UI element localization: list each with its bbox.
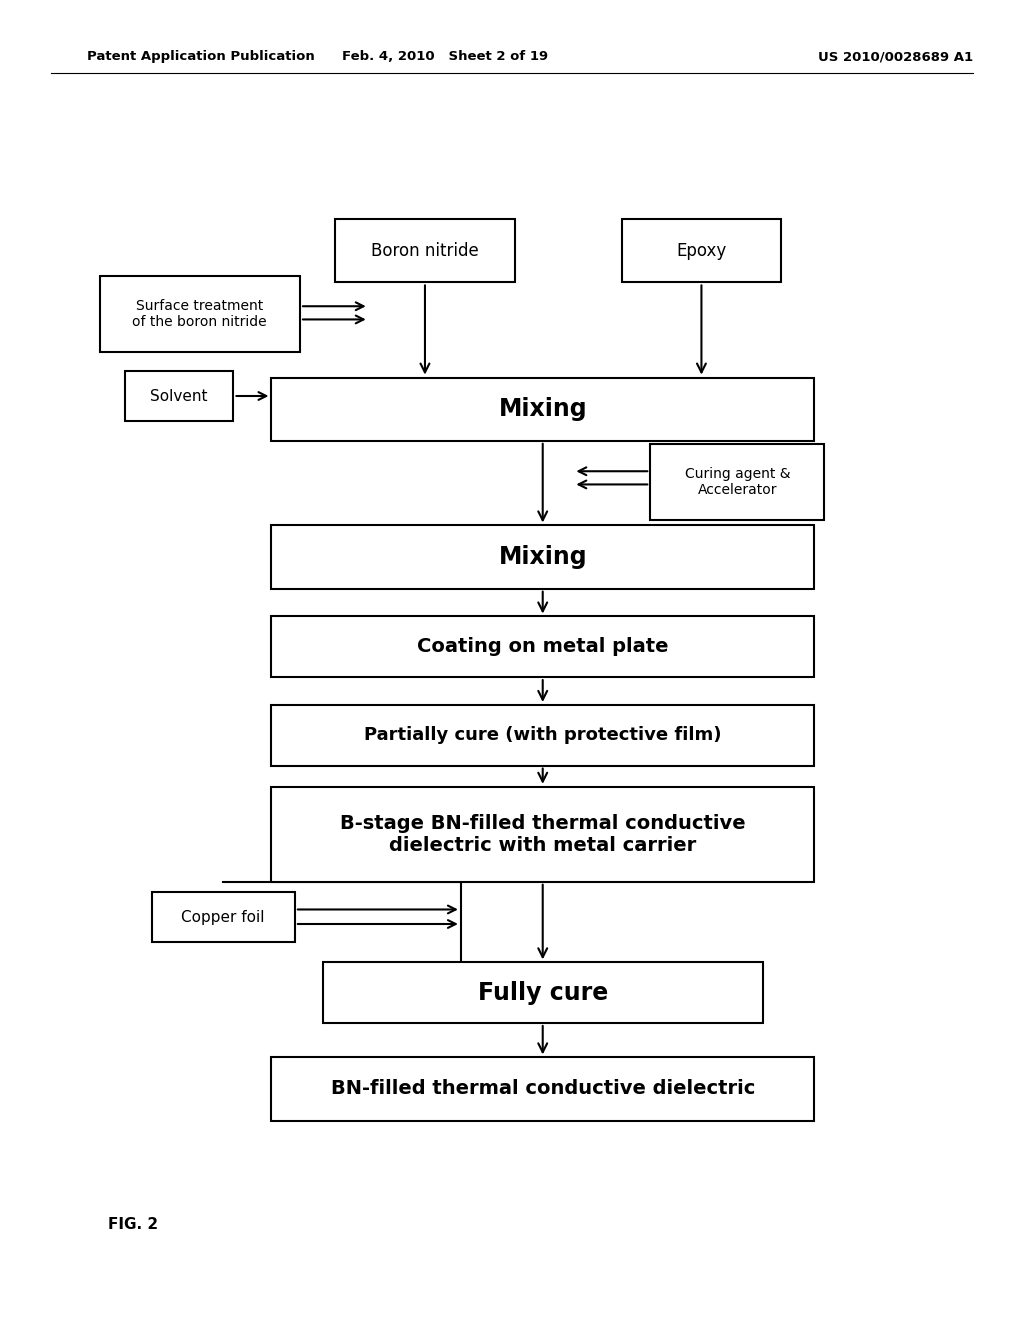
Bar bbox=[271, 616, 814, 677]
Bar bbox=[623, 219, 781, 282]
Bar bbox=[336, 219, 514, 282]
Text: Feb. 4, 2010   Sheet 2 of 19: Feb. 4, 2010 Sheet 2 of 19 bbox=[342, 50, 549, 63]
Text: Surface treatment
of the boron nitride: Surface treatment of the boron nitride bbox=[132, 300, 267, 329]
Bar bbox=[125, 371, 232, 421]
Text: Fully cure: Fully cure bbox=[477, 981, 608, 1005]
Bar bbox=[152, 892, 295, 942]
Text: B-stage BN-filled thermal conductive
dielectric with metal carrier: B-stage BN-filled thermal conductive die… bbox=[340, 813, 745, 855]
Bar bbox=[271, 1057, 814, 1121]
Bar bbox=[271, 787, 814, 882]
Text: US 2010/0028689 A1: US 2010/0028689 A1 bbox=[818, 50, 974, 63]
Text: Copper foil: Copper foil bbox=[181, 909, 265, 925]
Text: BN-filled thermal conductive dielectric: BN-filled thermal conductive dielectric bbox=[331, 1080, 755, 1098]
Text: Solvent: Solvent bbox=[151, 388, 208, 404]
Bar bbox=[271, 525, 814, 589]
Bar bbox=[650, 444, 824, 520]
Bar bbox=[271, 378, 814, 441]
Text: Epoxy: Epoxy bbox=[676, 242, 727, 260]
Bar bbox=[323, 962, 763, 1023]
Text: Patent Application Publication: Patent Application Publication bbox=[87, 50, 314, 63]
Bar bbox=[271, 705, 814, 766]
Text: Coating on metal plate: Coating on metal plate bbox=[417, 638, 669, 656]
Text: Partially cure (with protective film): Partially cure (with protective film) bbox=[364, 726, 722, 744]
Bar bbox=[100, 276, 299, 352]
Text: Curing agent &
Accelerator: Curing agent & Accelerator bbox=[684, 467, 791, 496]
Text: FIG. 2: FIG. 2 bbox=[108, 1217, 158, 1233]
Text: Mixing: Mixing bbox=[499, 545, 587, 569]
Text: Mixing: Mixing bbox=[499, 397, 587, 421]
Text: Boron nitride: Boron nitride bbox=[371, 242, 479, 260]
